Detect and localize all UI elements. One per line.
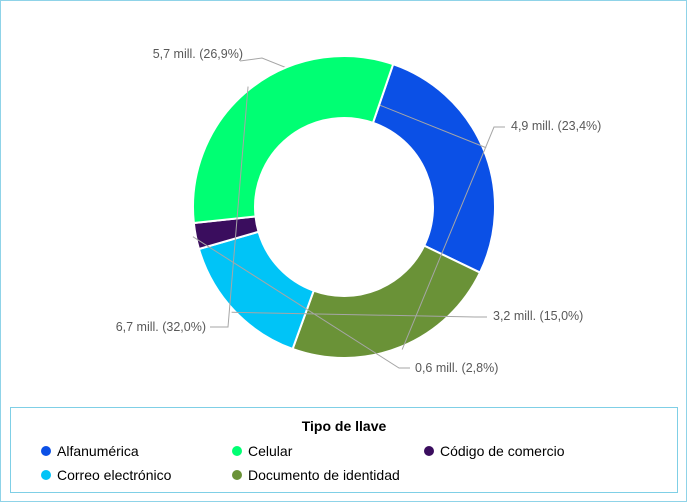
- legend-swatch-icon: [41, 470, 51, 480]
- leader-line: [210, 86, 249, 328]
- legend-swatch-icon: [232, 470, 242, 480]
- data-label: 5,7 mill. (26,9%): [153, 47, 243, 61]
- data-label: 3,2 mill. (15,0%): [493, 309, 583, 323]
- legend-item-correo-electronico[interactable]: Correo electrónico: [41, 467, 171, 483]
- donut-slice-celular[interactable]: [192, 55, 395, 225]
- legend-item-codigo-de-comercio[interactable]: Código de comercio: [424, 443, 565, 459]
- legend-item-documento-de-identidad[interactable]: Documento de identidad: [232, 467, 400, 483]
- legend-label: Código de comercio: [440, 443, 565, 459]
- donut-slice-correo-electronico[interactable]: [197, 230, 315, 351]
- legend-label: Alfanumérica: [57, 443, 139, 459]
- legend-title: Tipo de llave: [301, 418, 387, 434]
- leader-line: [192, 236, 410, 369]
- data-label: 4,9 mill. (23,4%): [511, 119, 601, 133]
- donut-chart: 5,7 mill. (26,9%) 4,9 mill. (23,4%) 3,2 mi…: [116, 47, 602, 375]
- legend-item-celular[interactable]: Celular: [232, 443, 292, 459]
- legend: Tipo de llave Alfanumérica Celular Códig…: [10, 407, 678, 493]
- data-label: 0,6 mill. (2,8%): [415, 361, 498, 375]
- legend-swatch-icon: [41, 446, 51, 456]
- donut-slice-documento-de-identidad[interactable]: [291, 244, 482, 359]
- donut-slice-alfanumerica[interactable]: [371, 62, 496, 274]
- legend-label: Documento de identidad: [248, 467, 400, 483]
- leader-line: [401, 126, 505, 350]
- legend-item-alfanumerica[interactable]: Alfanumérica: [41, 443, 139, 459]
- leader-line: [239, 57, 487, 149]
- data-label: 6,7 mill. (32,0%): [116, 320, 206, 334]
- legend-swatch-icon: [424, 446, 434, 456]
- leader-line: [231, 311, 487, 318]
- legend-label: Celular: [248, 443, 293, 459]
- legend-swatch-icon: [232, 446, 242, 456]
- legend-label: Correo electrónico: [57, 467, 172, 483]
